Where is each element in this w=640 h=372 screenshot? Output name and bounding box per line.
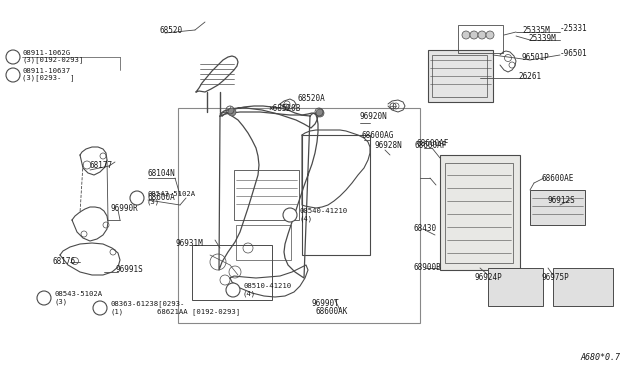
Text: 96990R: 96990R [110,203,138,212]
Text: S: S [288,212,292,218]
Text: -25331: -25331 [560,23,588,32]
Bar [530,190,585,225]
Text: 68600AF: 68600AF [417,138,449,148]
Text: S: S [98,305,102,311]
Text: N: N [11,72,15,78]
Text: 96501P: 96501P [522,52,550,61]
Text: (1): (1) [110,309,123,315]
Bar [428,50,493,102]
Text: 96912S: 96912S [548,196,576,205]
Text: 96928N: 96928N [375,141,403,150]
Text: 26261: 26261 [518,71,541,80]
Circle shape [470,31,478,39]
Text: 68600AK: 68600AK [316,308,348,317]
Text: 08543-5102A: 08543-5102A [147,191,195,197]
Text: 68176: 68176 [52,257,75,266]
Text: -96501: -96501 [560,48,588,58]
Bar [236,225,291,260]
Bar [432,55,487,97]
Text: 68177: 68177 [89,160,112,170]
Circle shape [6,68,20,82]
Text: (4): (4) [300,216,313,222]
Text: N: N [11,54,15,60]
Text: (4): (4) [243,291,256,297]
Text: 08363-61238[0293-: 08363-61238[0293- [110,301,184,307]
Text: ×68520B: ×68520B [268,103,300,112]
Text: 08540-41210: 08540-41210 [300,208,348,214]
Text: (3): (3) [54,299,67,305]
Circle shape [37,291,51,305]
Text: 25339M: 25339M [528,33,556,42]
Text: 68621AA [0192-0293]: 68621AA [0192-0293] [157,309,240,315]
Text: S: S [135,195,139,201]
Bar [445,163,513,263]
Circle shape [316,109,324,117]
Text: (3): (3) [147,199,160,205]
Bar [234,170,299,220]
Circle shape [462,31,470,39]
Text: 68600A: 68600A [148,192,176,202]
Text: 96931M: 96931M [175,238,203,247]
Bar [458,25,503,53]
Text: 96975P: 96975P [542,273,570,282]
Circle shape [283,208,297,222]
Bar [440,155,520,270]
Circle shape [226,283,240,297]
Circle shape [130,191,144,205]
Text: 25335M: 25335M [522,26,550,35]
Text: 96920N: 96920N [360,112,388,121]
Text: 08911-1062G: 08911-1062G [22,50,70,56]
Bar [553,268,613,306]
Text: S: S [42,295,46,301]
Text: 68520: 68520 [160,26,183,35]
Text: 68520A: 68520A [298,93,326,103]
Text: 68600AE: 68600AE [542,173,574,183]
Text: S: S [231,287,235,293]
Text: 96991S: 96991S [115,266,143,275]
Text: (3)[0192-0293]: (3)[0192-0293] [22,57,83,63]
Bar [192,245,272,300]
Bar [302,135,370,255]
Text: 68104N: 68104N [148,169,176,177]
Text: 08510-41210: 08510-41210 [243,283,291,289]
Text: 68600AG: 68600AG [362,131,394,140]
Text: 96924P: 96924P [475,273,503,282]
Circle shape [228,108,236,116]
Text: 68600AF: 68600AF [415,141,447,150]
Text: 96990T: 96990T [312,298,340,308]
Bar [178,108,420,323]
Circle shape [478,31,486,39]
Bar [488,268,543,306]
Text: 08911-10637: 08911-10637 [22,68,70,74]
Text: 68900B: 68900B [414,263,442,273]
Text: A680*0.7: A680*0.7 [580,353,620,362]
Text: 68430: 68430 [414,224,437,232]
Text: 08543-5102A: 08543-5102A [54,291,102,297]
Circle shape [93,301,107,315]
Circle shape [6,50,20,64]
Text: (3)[0293-  ]: (3)[0293- ] [22,75,74,81]
Circle shape [486,31,494,39]
